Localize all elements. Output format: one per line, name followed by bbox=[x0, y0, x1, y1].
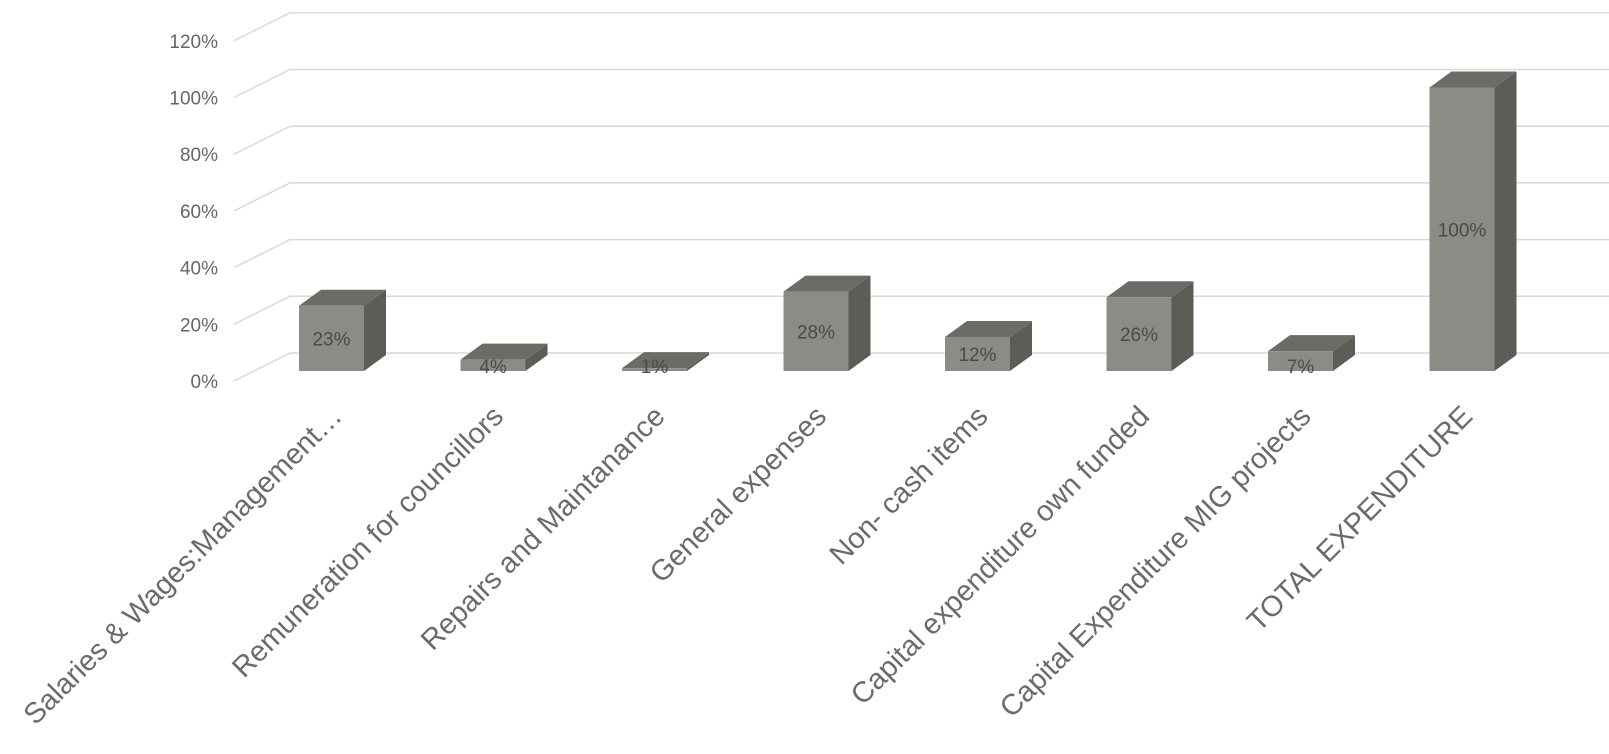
bar-front-face bbox=[783, 291, 849, 371]
category-label: Remuneration for councillors bbox=[226, 400, 510, 684]
bar-side-face bbox=[364, 289, 386, 371]
data-labels: 23% 4% 1% 28% 12% 26% 7% 100% bbox=[312, 220, 1486, 378]
bar-side-face bbox=[848, 275, 871, 371]
data-label: 1% bbox=[641, 357, 669, 378]
gridline bbox=[233, 352, 1609, 382]
data-label: 4% bbox=[479, 357, 507, 378]
y-tick-label: 0% bbox=[191, 372, 219, 393]
category-label: Capital expenditure own funded bbox=[845, 400, 1156, 711]
data-label: 100% bbox=[1438, 220, 1487, 241]
gridline bbox=[233, 295, 1609, 325]
y-tick-label: 20% bbox=[180, 315, 218, 336]
y-axis-tick-labels: 0% 20% 40% 60% 80% 100% 120% bbox=[169, 32, 218, 393]
bar bbox=[1429, 71, 1517, 371]
bar-top-face bbox=[783, 275, 871, 292]
bar-front-face bbox=[1106, 297, 1172, 371]
bar-top-face bbox=[945, 320, 1032, 337]
gridline bbox=[233, 238, 1609, 269]
bar-front-face bbox=[622, 368, 687, 371]
bar-front-face bbox=[460, 359, 526, 371]
bar-side-face bbox=[1333, 335, 1355, 371]
bar bbox=[1106, 281, 1194, 371]
bar bbox=[783, 275, 871, 371]
category-label: General expenses bbox=[644, 400, 833, 589]
gridline bbox=[233, 182, 1609, 212]
bar-top-face bbox=[622, 352, 709, 369]
bar bbox=[299, 289, 386, 371]
bars bbox=[299, 71, 1517, 371]
gridline bbox=[233, 12, 1609, 42]
y-tick-label: 40% bbox=[180, 259, 218, 280]
bar-side-face bbox=[1171, 281, 1194, 371]
category-label: Capital Expenditure MIG projects bbox=[994, 400, 1318, 724]
bar-top-face bbox=[299, 289, 386, 306]
category-label: Salaries & Wages:Management… bbox=[18, 400, 349, 731]
bar-top-face bbox=[1268, 335, 1355, 352]
gridline bbox=[233, 125, 1609, 155]
bar-top-face bbox=[1429, 71, 1517, 88]
bar bbox=[622, 352, 709, 371]
data-label: 28% bbox=[797, 322, 835, 343]
bar bbox=[945, 320, 1032, 371]
category-label: Non- cash items bbox=[824, 400, 995, 571]
bar-side-face bbox=[1010, 320, 1032, 371]
bar-front-face bbox=[945, 336, 1010, 371]
bar-front-face bbox=[1268, 351, 1333, 371]
gridlines bbox=[233, 12, 1609, 382]
data-label: 26% bbox=[1120, 325, 1158, 346]
y-tick-label: 60% bbox=[180, 202, 218, 223]
data-label: 7% bbox=[1287, 357, 1315, 378]
bar-side-face bbox=[525, 343, 548, 371]
bar-front-face bbox=[299, 305, 364, 371]
bar bbox=[1268, 335, 1355, 371]
y-tick-label: 120% bbox=[169, 32, 218, 53]
data-label: 12% bbox=[958, 345, 996, 366]
y-tick-label: 100% bbox=[169, 89, 218, 110]
data-label: 23% bbox=[312, 329, 350, 350]
bar-top-face bbox=[460, 343, 548, 360]
bar-side-face bbox=[687, 352, 709, 371]
bar-top-face bbox=[1106, 281, 1194, 298]
y-tick-label: 80% bbox=[180, 145, 218, 166]
bar-front-face bbox=[1429, 87, 1495, 371]
bar-side-face bbox=[1494, 71, 1517, 371]
bar bbox=[460, 343, 548, 371]
x-axis-category-labels: Salaries & Wages:Management…Remuneration… bbox=[18, 400, 1479, 731]
gridline bbox=[233, 68, 1609, 99]
